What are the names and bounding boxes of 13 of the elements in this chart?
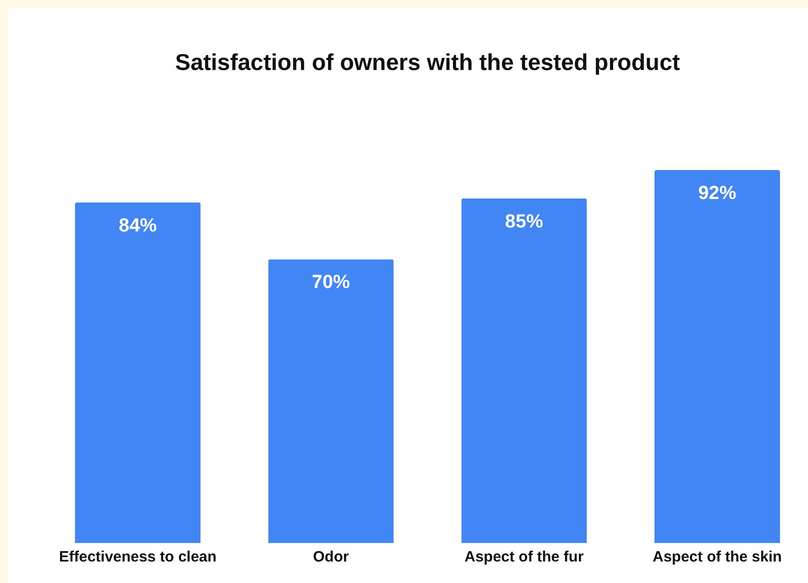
bar bbox=[461, 198, 587, 543]
x-tick-label: Aspect of the skin bbox=[652, 548, 782, 566]
x-tick-label: Aspect of the fur bbox=[464, 548, 584, 566]
bar bbox=[654, 170, 780, 543]
x-tick-label: Odor bbox=[313, 548, 349, 566]
data-label: 92% bbox=[698, 183, 736, 204]
chart-title: Satisfaction of owners with the tested product bbox=[175, 49, 680, 75]
data-label: 85% bbox=[505, 211, 544, 232]
data-label: 70% bbox=[312, 272, 350, 294]
data-label: 84% bbox=[118, 215, 157, 236]
bar bbox=[75, 202, 201, 543]
x-tick-label: Effectiveness to clean bbox=[58, 548, 217, 566]
bar bbox=[268, 259, 394, 543]
